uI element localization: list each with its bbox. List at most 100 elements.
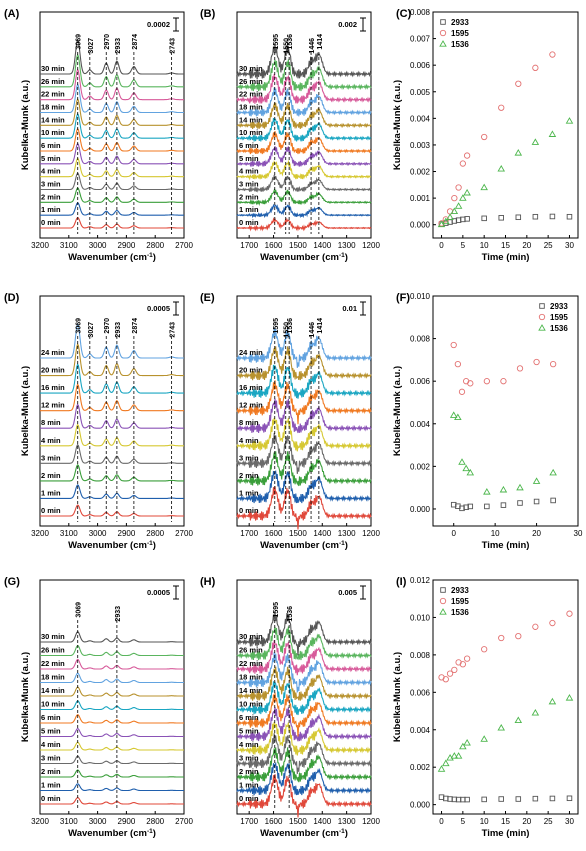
spectrum-line xyxy=(40,157,184,178)
x-tick-label: 5 xyxy=(461,241,466,250)
y-tick-label: 0.006 xyxy=(410,688,431,697)
x-tick-label: 30 xyxy=(574,529,583,538)
peak-label: 1595 xyxy=(273,34,280,50)
y-axis-label: Kubelka-Munk (a.u.) xyxy=(20,366,31,456)
legend-label: 1536 xyxy=(451,40,469,49)
series-label: 3 min xyxy=(239,754,259,763)
series-label: 4 min xyxy=(239,740,259,749)
spectrum-line xyxy=(40,127,184,152)
spectrum-line xyxy=(40,463,184,482)
data-point xyxy=(515,633,522,640)
series-label: 26 min xyxy=(239,646,263,655)
data-point xyxy=(463,655,471,662)
x-tick-label: 1300 xyxy=(338,241,356,250)
series-label: 22 min xyxy=(239,90,263,99)
series-label: 3 min xyxy=(41,754,61,763)
data-point xyxy=(481,796,487,803)
peak-label: 1536 xyxy=(287,34,294,50)
y-tick-label: 0.002 xyxy=(410,763,431,772)
data-point xyxy=(533,498,540,505)
series-label: 6 min xyxy=(239,713,259,722)
data-point xyxy=(532,477,541,484)
data-point xyxy=(514,149,523,156)
peak-label: 2874 xyxy=(132,34,139,50)
data-point xyxy=(549,619,556,627)
data-point xyxy=(499,485,508,493)
series-label: 14 min xyxy=(41,686,65,695)
data-point xyxy=(483,378,491,385)
x-tick-label: 3100 xyxy=(60,529,78,538)
legend-label: 2933 xyxy=(451,18,469,27)
spectrum-line xyxy=(40,700,184,711)
data-point xyxy=(467,503,474,510)
series-label: 4 min xyxy=(41,436,61,445)
series-label: 18 min xyxy=(239,673,263,682)
panel-label: (I) xyxy=(396,576,407,588)
spectrum-line xyxy=(236,417,372,452)
data-point xyxy=(480,735,488,742)
x-tick-label: 30 xyxy=(565,241,574,250)
data-point xyxy=(467,380,474,387)
y-tick-label: 0.004 xyxy=(410,420,431,429)
x-tick-label: 1500 xyxy=(289,241,307,250)
data-point xyxy=(498,104,505,111)
series-label: 1 min xyxy=(239,781,259,790)
x-tick-label: 3200 xyxy=(31,241,49,250)
spectrum-line xyxy=(40,755,184,765)
series-label: 30 min xyxy=(239,64,263,73)
spectrum-line xyxy=(236,611,372,656)
series-label: 4 min xyxy=(41,167,61,176)
x-tick-label: 0 xyxy=(439,241,444,250)
data-point xyxy=(550,497,556,504)
y-tick-label: 0.004 xyxy=(410,726,431,735)
series-label: 1 min xyxy=(41,488,61,497)
scale-bar-label: 0.0005 xyxy=(147,588,170,597)
panel-label: (F) xyxy=(396,292,410,304)
series-label: 14 min xyxy=(41,115,65,124)
data-point xyxy=(459,194,467,201)
spectrum-line xyxy=(40,363,184,394)
spectrum-line xyxy=(236,188,372,207)
spectrum-line xyxy=(236,486,372,530)
spectrum-line xyxy=(40,187,184,203)
legend-marker xyxy=(538,324,546,331)
scale-bar-label: 0.005 xyxy=(338,588,357,597)
series-label: 3 min xyxy=(41,453,61,462)
spectrum-line xyxy=(40,342,184,377)
x-axis-label: Wavenumber (cm-1) xyxy=(68,828,156,840)
series-label: 24 min xyxy=(41,348,65,357)
y-tick-label: 0.000 xyxy=(410,505,431,514)
peak-label: 1550 xyxy=(284,38,291,54)
data-point xyxy=(459,160,467,167)
spectrum-line xyxy=(236,159,371,181)
spectrum-line xyxy=(236,398,372,434)
data-point xyxy=(463,188,471,196)
peak-label: 1446 xyxy=(309,38,316,54)
y-tick-label: 0.002 xyxy=(410,168,431,177)
data-point xyxy=(533,358,540,366)
data-point xyxy=(462,464,470,472)
series-label: 0 min xyxy=(239,506,259,515)
series-label: 6 min xyxy=(239,141,259,150)
series-label: 5 min xyxy=(41,154,61,163)
series-label: 18 min xyxy=(41,673,65,682)
x-tick-label: 1500 xyxy=(289,817,307,826)
x-tick-label: 15 xyxy=(501,241,510,250)
spectrum-line xyxy=(236,706,372,742)
x-tick-label: 1600 xyxy=(265,529,283,538)
x-axis-label: Wavenumber (cm-1) xyxy=(260,828,348,840)
x-axis-label: Wavenumber (cm-1) xyxy=(68,252,156,264)
spectrum-line xyxy=(236,43,372,79)
y-tick-label: 0.008 xyxy=(410,335,431,344)
y-tick-label: 0.010 xyxy=(410,613,431,622)
spectrum-line xyxy=(236,380,372,425)
series-label: 14 min xyxy=(239,115,263,124)
series-label: 1 min xyxy=(239,205,259,214)
series-label: 1 min xyxy=(41,205,61,214)
spectrum-line xyxy=(236,174,372,193)
spectrum-line xyxy=(40,423,184,447)
x-tick-label: 2700 xyxy=(175,241,193,250)
data-point xyxy=(549,795,556,802)
series-label: 2 min xyxy=(41,192,61,201)
spectrum-line xyxy=(236,733,372,775)
